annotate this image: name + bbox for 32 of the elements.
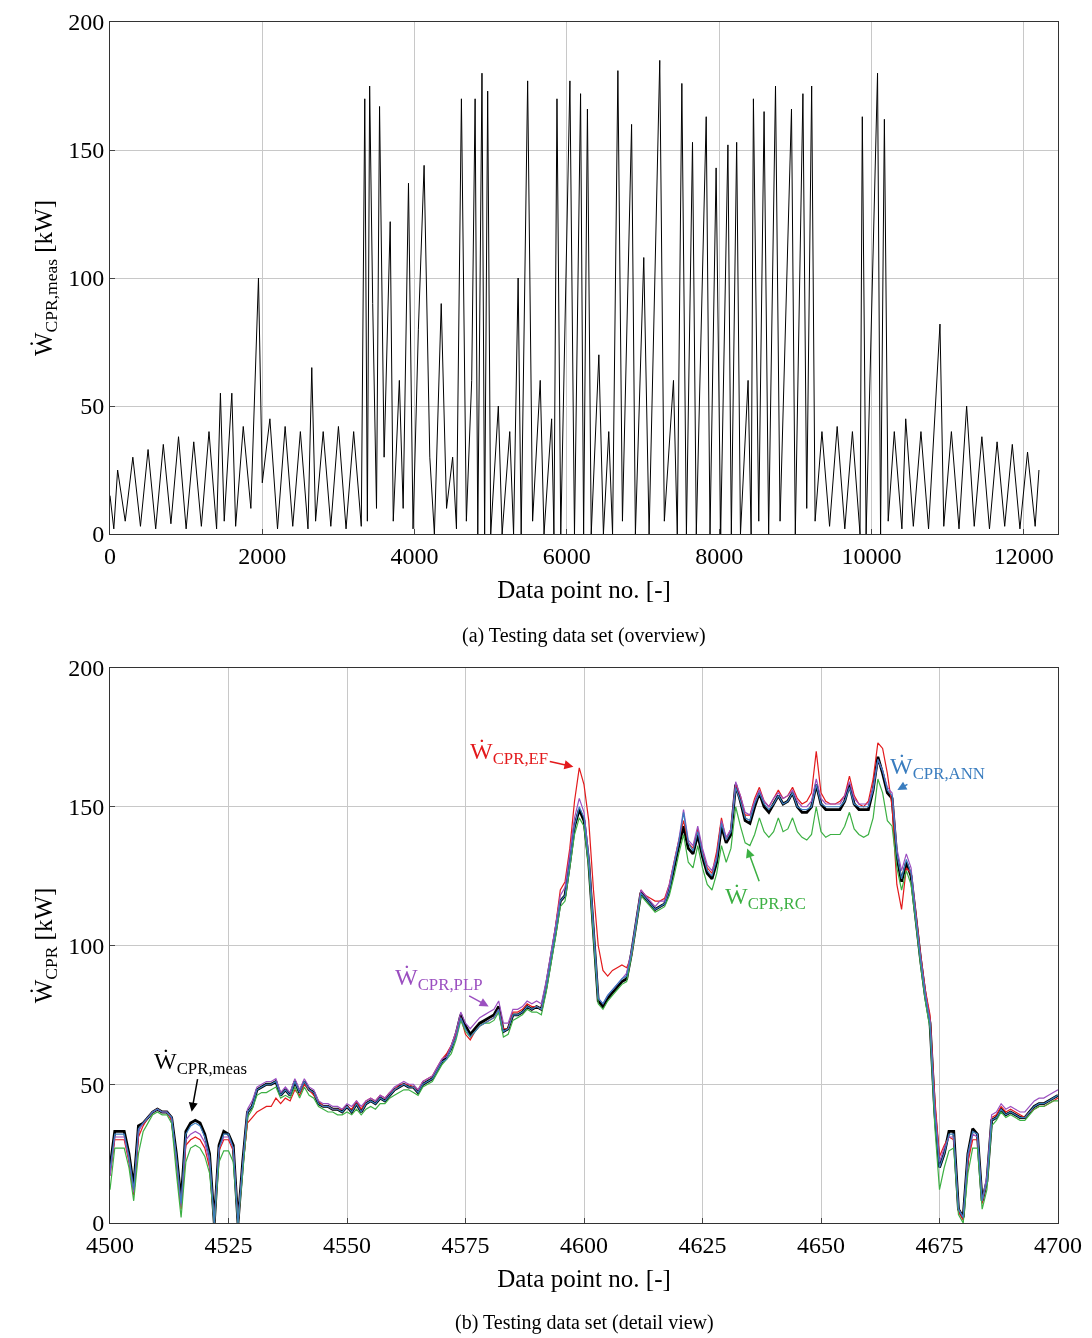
y-tick-label: 150 <box>68 794 105 821</box>
x-tick-label: 4625 <box>678 1231 727 1258</box>
x-axis-title: Data point no. [-] <box>497 575 671 603</box>
annotation: Ẇ$_{CPR,PLP}$ <box>395 964 483 995</box>
x-tick-label: 10000 <box>841 542 902 569</box>
x-axis-title: Data point no. [-] <box>497 1264 671 1292</box>
x-tick-label: 4550 <box>323 1231 371 1258</box>
y-tick-label: 150 <box>68 137 105 164</box>
y-tick-label: 50 <box>80 393 105 420</box>
x-tick-label: 4650 <box>797 1231 845 1258</box>
annotation: Ẇ$_{CPR,RC}$ <box>725 883 806 914</box>
y-tick-label: 100 <box>68 265 105 292</box>
x-tick-label: 4575 <box>441 1231 490 1258</box>
x-tick-label: 4600 <box>560 1231 608 1258</box>
x-tick-label: 4000 <box>390 542 439 569</box>
x-tick-label: 4700 <box>1034 1231 1082 1258</box>
x-tick-label: 2000 <box>238 542 287 569</box>
x-tick-label: 12000 <box>993 542 1054 569</box>
annotation: Ẇ$_{CPR,ANN}$ <box>890 753 985 784</box>
x-tick-label: 4525 <box>204 1231 253 1258</box>
annotation: Ẇ$_{CPR,meas}$ <box>154 1048 248 1079</box>
x-tick-label: 8000 <box>695 542 744 569</box>
text: (a) Testing data set (overview) <box>462 624 706 647</box>
y-tick-label: 200 <box>68 655 105 682</box>
x-tick-label: 6000 <box>542 542 591 569</box>
y-tick-label: 50 <box>80 1071 105 1098</box>
y-tick-label: 100 <box>68 932 105 959</box>
annotation: Ẇ$_{CPR,EF}$ <box>470 738 549 769</box>
x-tick-label: 4675 <box>915 1231 964 1258</box>
y-tick-label: 0 <box>92 521 105 548</box>
text: (b) Testing data set (detail view) <box>455 1311 714 1334</box>
y-tick-label: 200 <box>68 9 105 36</box>
